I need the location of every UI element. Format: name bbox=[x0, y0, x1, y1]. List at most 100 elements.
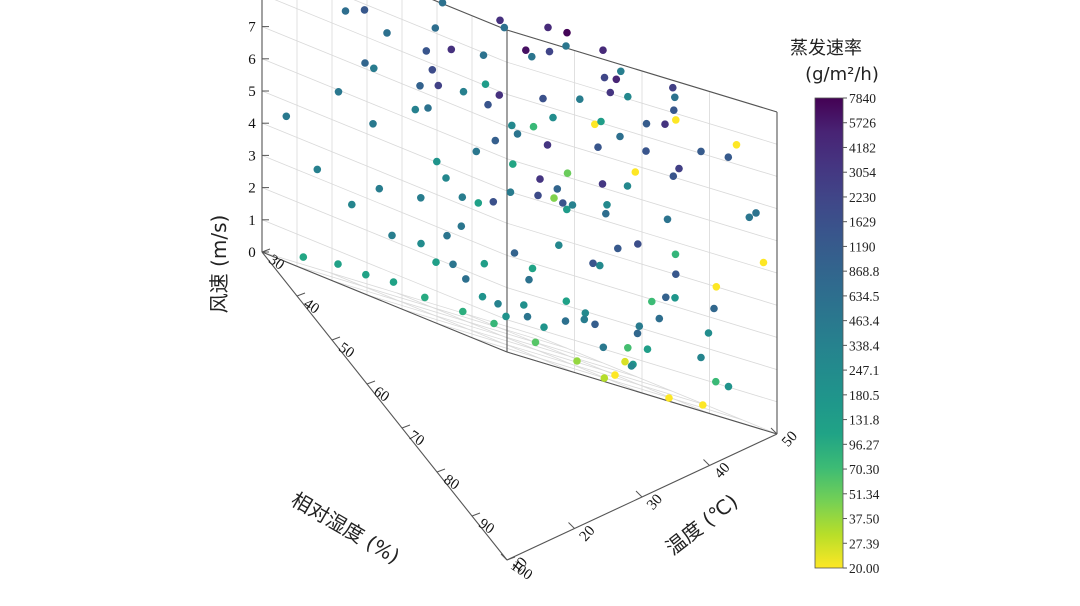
colorbar-label: 2230 bbox=[849, 190, 876, 205]
temperature-axis-title: 温度 (℃) bbox=[661, 489, 742, 560]
data-point bbox=[525, 275, 533, 284]
data-point bbox=[671, 294, 679, 302]
data-point bbox=[490, 319, 498, 328]
data-point bbox=[479, 51, 488, 59]
floor-grid-line bbox=[329, 272, 575, 373]
humidity-tick bbox=[366, 380, 376, 385]
colorbar-label: 868.8 bbox=[849, 264, 880, 279]
data-point bbox=[600, 73, 609, 82]
colorbar-label: 7840 bbox=[849, 91, 876, 106]
data-point bbox=[623, 182, 632, 190]
data-point bbox=[509, 160, 517, 168]
data-point bbox=[491, 136, 500, 145]
data-point bbox=[531, 338, 540, 347]
data-point bbox=[496, 16, 504, 25]
humidity-tick-label: 30 bbox=[266, 252, 287, 274]
data-point bbox=[634, 240, 642, 248]
data-point bbox=[544, 23, 552, 32]
data-point bbox=[597, 117, 605, 126]
humidity-tick bbox=[471, 512, 481, 517]
colorbar-label: 4182 bbox=[849, 140, 876, 155]
data-point bbox=[334, 88, 343, 96]
wind-axis-title: 风速 (m/s) bbox=[207, 215, 231, 314]
data-point bbox=[675, 164, 683, 173]
data-point bbox=[282, 112, 291, 121]
data-point bbox=[616, 132, 624, 141]
humidity-tick-label: 90 bbox=[476, 516, 497, 538]
humidity-axis-line bbox=[261, 251, 508, 561]
data-point bbox=[599, 46, 607, 54]
data-point bbox=[661, 120, 669, 128]
data-point bbox=[663, 215, 672, 224]
data-point bbox=[543, 141, 552, 149]
data-point bbox=[712, 283, 721, 291]
colorbar-label: 5726 bbox=[849, 116, 876, 131]
data-point bbox=[643, 345, 652, 354]
colorbar-label: 1629 bbox=[849, 215, 876, 230]
colorbar-label: 1190 bbox=[849, 239, 876, 254]
colorbar-label: 3054 bbox=[849, 165, 876, 180]
data-point bbox=[697, 353, 705, 362]
data-point bbox=[745, 213, 754, 222]
data-point bbox=[631, 168, 640, 176]
colorbar-gradient bbox=[814, 97, 844, 569]
data-point bbox=[759, 258, 768, 267]
data-point bbox=[458, 193, 467, 201]
data-point bbox=[438, 0, 447, 7]
wind-tick-label: 7 bbox=[248, 20, 256, 36]
data-point bbox=[421, 293, 429, 302]
data-point bbox=[596, 261, 604, 270]
wind-tick-label: 6 bbox=[248, 52, 256, 68]
data-point bbox=[642, 119, 651, 128]
data-point bbox=[562, 297, 571, 306]
data-point bbox=[417, 194, 425, 202]
colorbar-label: 180.5 bbox=[849, 388, 880, 403]
data-point bbox=[424, 104, 432, 112]
data-point bbox=[417, 239, 425, 248]
data-point bbox=[388, 231, 396, 240]
data-point bbox=[480, 259, 489, 268]
data-point bbox=[561, 317, 570, 325]
wind-tick-label: 8 bbox=[248, 0, 256, 3]
data-point bbox=[599, 343, 608, 352]
wind-tick-label: 5 bbox=[248, 84, 256, 100]
wind-tick-label: 2 bbox=[248, 181, 256, 197]
data-point bbox=[375, 184, 384, 193]
temperature-tick bbox=[500, 553, 508, 561]
wall-grid-line bbox=[506, 319, 778, 403]
data-point bbox=[459, 307, 467, 316]
data-point bbox=[732, 141, 741, 149]
data-point bbox=[299, 253, 308, 261]
data-point bbox=[602, 209, 610, 218]
wall-grid-line bbox=[261, 187, 508, 288]
grid-layer bbox=[261, 0, 778, 435]
data-point bbox=[462, 275, 470, 283]
data-point bbox=[528, 264, 537, 273]
colorbar: 7840 5726 4182 3054 2230 1629 1190 868.8 634.5 46… bbox=[790, 38, 880, 576]
colorbar-label: 634.5 bbox=[849, 289, 880, 304]
data-point bbox=[633, 329, 642, 338]
data-point bbox=[489, 198, 498, 206]
data-point bbox=[563, 169, 572, 177]
data-point bbox=[361, 59, 369, 67]
wall-grid-line bbox=[506, 126, 778, 209]
colorbar-label: 463.4 bbox=[849, 314, 880, 329]
data-point bbox=[550, 194, 558, 202]
data-point bbox=[348, 200, 356, 209]
data-point bbox=[481, 80, 490, 88]
colorbar-label: 37.50 bbox=[849, 512, 880, 527]
data-point bbox=[669, 83, 677, 92]
data-point bbox=[662, 293, 670, 302]
data-point bbox=[534, 191, 542, 200]
data-point bbox=[494, 300, 502, 308]
humidity-tick bbox=[331, 336, 341, 341]
data-point bbox=[506, 188, 515, 196]
temperature-tick bbox=[568, 522, 575, 529]
wall-grid-line bbox=[261, 90, 508, 192]
wall-grid-line bbox=[506, 158, 778, 242]
wind-tick-label: 3 bbox=[248, 148, 256, 164]
floor-grid-line bbox=[331, 280, 603, 363]
wind-tick-label: 4 bbox=[248, 116, 256, 132]
data-point bbox=[624, 92, 632, 101]
